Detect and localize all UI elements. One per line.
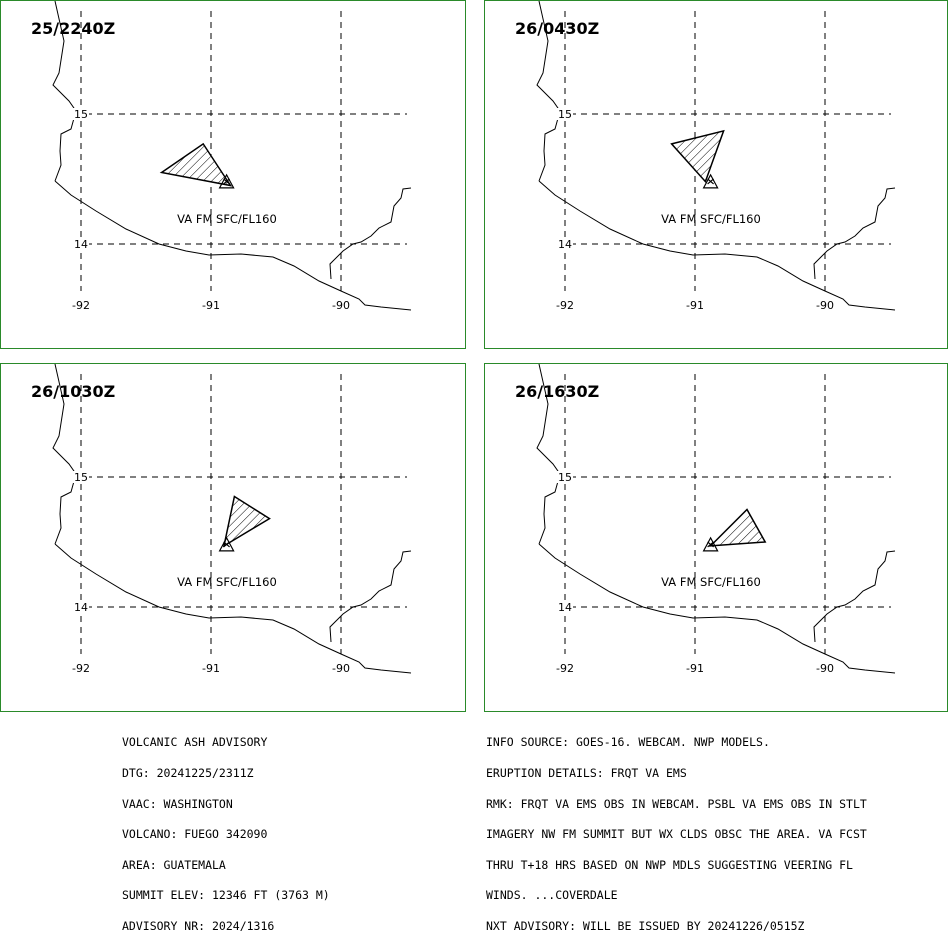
map-panel-4: -92 -91 -90 15 14 VA FM SFC/FL160 26/1630Z bbox=[484, 363, 948, 712]
latitude-label-bg bbox=[73, 108, 89, 120]
ash-cloud-polygon bbox=[670, 129, 725, 184]
map-panel-3: -92 -91 -90 15 14 VA FM SFC/FL160 26/1030Z bbox=[0, 363, 466, 712]
latitude-label: 15 bbox=[558, 471, 572, 484]
latitude-label-bg bbox=[557, 601, 573, 613]
advisory-line: THRU T+18 HRS BASED ON NWP MDLS SUGGESTI… bbox=[486, 857, 853, 872]
latitude-label: 14 bbox=[74, 601, 88, 614]
longitude-label: -91 bbox=[202, 662, 220, 675]
triangle-volcano-icon bbox=[702, 536, 719, 552]
valid-time-label: 26/1630Z bbox=[515, 382, 600, 401]
eastern-border bbox=[329, 187, 412, 280]
advisory-line: INFO SOURCE: GOES-16. WEBCAM. NWP MODELS… bbox=[486, 735, 770, 750]
pacific-coastline bbox=[54, 180, 412, 311]
triangle-volcano-icon bbox=[702, 173, 719, 189]
advisory-line: DTG: 20241225/2311Z bbox=[122, 766, 254, 780]
latitude-label-bg bbox=[557, 108, 573, 120]
advisory-remarks-block: INFO SOURCE: GOES-16. WEBCAM. NWP MODELS… bbox=[486, 717, 867, 941]
volcano-mark-icon bbox=[223, 178, 230, 185]
latitude-label-bg bbox=[73, 601, 89, 613]
advisory-line: ERUPTION DETAILS: FRQT VA EMS bbox=[486, 766, 687, 780]
latitude-label: 14 bbox=[558, 238, 572, 251]
valid-time-label: 26/0430Z bbox=[515, 19, 600, 38]
ash-altitude-label: VA FM SFC/FL160 bbox=[177, 212, 277, 226]
triangle-volcano-icon bbox=[218, 536, 235, 552]
advisory-line: NXT ADVISORY: WILL BE ISSUED BY 20241226… bbox=[486, 918, 805, 933]
valid-time-label: 25/2240Z bbox=[31, 19, 116, 38]
latitude-label-bg bbox=[73, 471, 89, 483]
triangle-volcano-icon bbox=[218, 173, 235, 189]
longitude-label: -92 bbox=[556, 662, 574, 675]
latitude-label: 14 bbox=[74, 238, 88, 251]
eastern-border bbox=[329, 550, 412, 643]
eastern-border bbox=[813, 550, 896, 643]
pacific-coastline bbox=[54, 543, 412, 674]
latitude-label-bg bbox=[557, 238, 573, 250]
longitude-label: -91 bbox=[202, 299, 220, 312]
advisory-line: RMK: FRQT VA EMS OBS IN WEBCAM. PSBL VA … bbox=[486, 796, 867, 811]
longitude-label: -90 bbox=[332, 299, 350, 312]
volcano-mark-icon bbox=[223, 541, 230, 548]
latitude-label: 15 bbox=[558, 108, 572, 121]
volcano-mark-icon bbox=[707, 178, 714, 185]
map-svg: -92 -91 -90 15 14 VA FM SFC/FL160 bbox=[536, 364, 896, 675]
longitude-label: -90 bbox=[816, 662, 834, 675]
advisory-line: VOLCANIC ASH ADVISORY bbox=[122, 735, 268, 750]
map-panel-1: -92 -91 -90 15 14 VA FM SFC/FL160 25/2240Z bbox=[0, 0, 466, 349]
longitude-label: -91 bbox=[686, 662, 704, 675]
latitude-label: 15 bbox=[74, 471, 88, 484]
ash-altitude-label: VA FM SFC/FL160 bbox=[661, 575, 761, 589]
latitude-label-bg bbox=[557, 471, 573, 483]
latitude-label-bg bbox=[73, 238, 89, 250]
map-svg: -92 -91 -90 15 14 VA FM SFC/FL160 bbox=[536, 1, 896, 312]
latitude-label: 14 bbox=[558, 601, 572, 614]
advisory-line: VAAC: WASHINGTON bbox=[122, 796, 233, 811]
map-svg: -92 -91 -90 15 14 VA FM SFC/FL160 bbox=[52, 364, 412, 675]
map-svg: -92 -91 -90 15 14 VA FM SFC/FL160 bbox=[52, 1, 412, 312]
longitude-label: -90 bbox=[332, 662, 350, 675]
volcano-mark-icon bbox=[707, 541, 714, 548]
advisory-line: WINDS. ...COVERDALE bbox=[486, 888, 618, 903]
advisory-line: VOLCANO: FUEGO 342090 bbox=[122, 827, 268, 842]
eastern-border bbox=[813, 187, 896, 280]
ash-altitude-label: VA FM SFC/FL160 bbox=[661, 212, 761, 226]
ash-altitude-label: VA FM SFC/FL160 bbox=[177, 575, 277, 589]
longitude-label: -90 bbox=[816, 299, 834, 312]
longitude-label: -92 bbox=[556, 299, 574, 312]
longitude-label: -92 bbox=[72, 662, 90, 675]
advisory-header-block: VOLCANIC ASH ADVISORY DTG: 20241225/2311… bbox=[122, 717, 330, 941]
advisory-line: ADVISORY NR: 2024/1316 bbox=[122, 918, 275, 933]
map-panel-2: -92 -91 -90 15 14 VA FM SFC/FL160 26/0430Z bbox=[484, 0, 948, 349]
advisory-line: AREA: GUATEMALA bbox=[122, 857, 226, 872]
ash-cloud-polygon bbox=[222, 495, 271, 548]
advisory-line: SUMMIT ELEV: 12346 FT (3763 M) bbox=[122, 888, 330, 903]
longitude-label: -91 bbox=[686, 299, 704, 312]
pacific-coastline bbox=[538, 543, 896, 674]
valid-time-label: 26/1030Z bbox=[31, 382, 116, 401]
ash-cloud-polygon bbox=[708, 508, 767, 547]
longitude-label: -92 bbox=[72, 299, 90, 312]
latitude-label: 15 bbox=[74, 108, 88, 121]
pacific-coastline bbox=[538, 180, 896, 311]
ash-cloud-polygon bbox=[159, 142, 233, 187]
advisory-line: IMAGERY NW FM SUMMIT BUT WX CLDS OBSC TH… bbox=[486, 827, 867, 842]
